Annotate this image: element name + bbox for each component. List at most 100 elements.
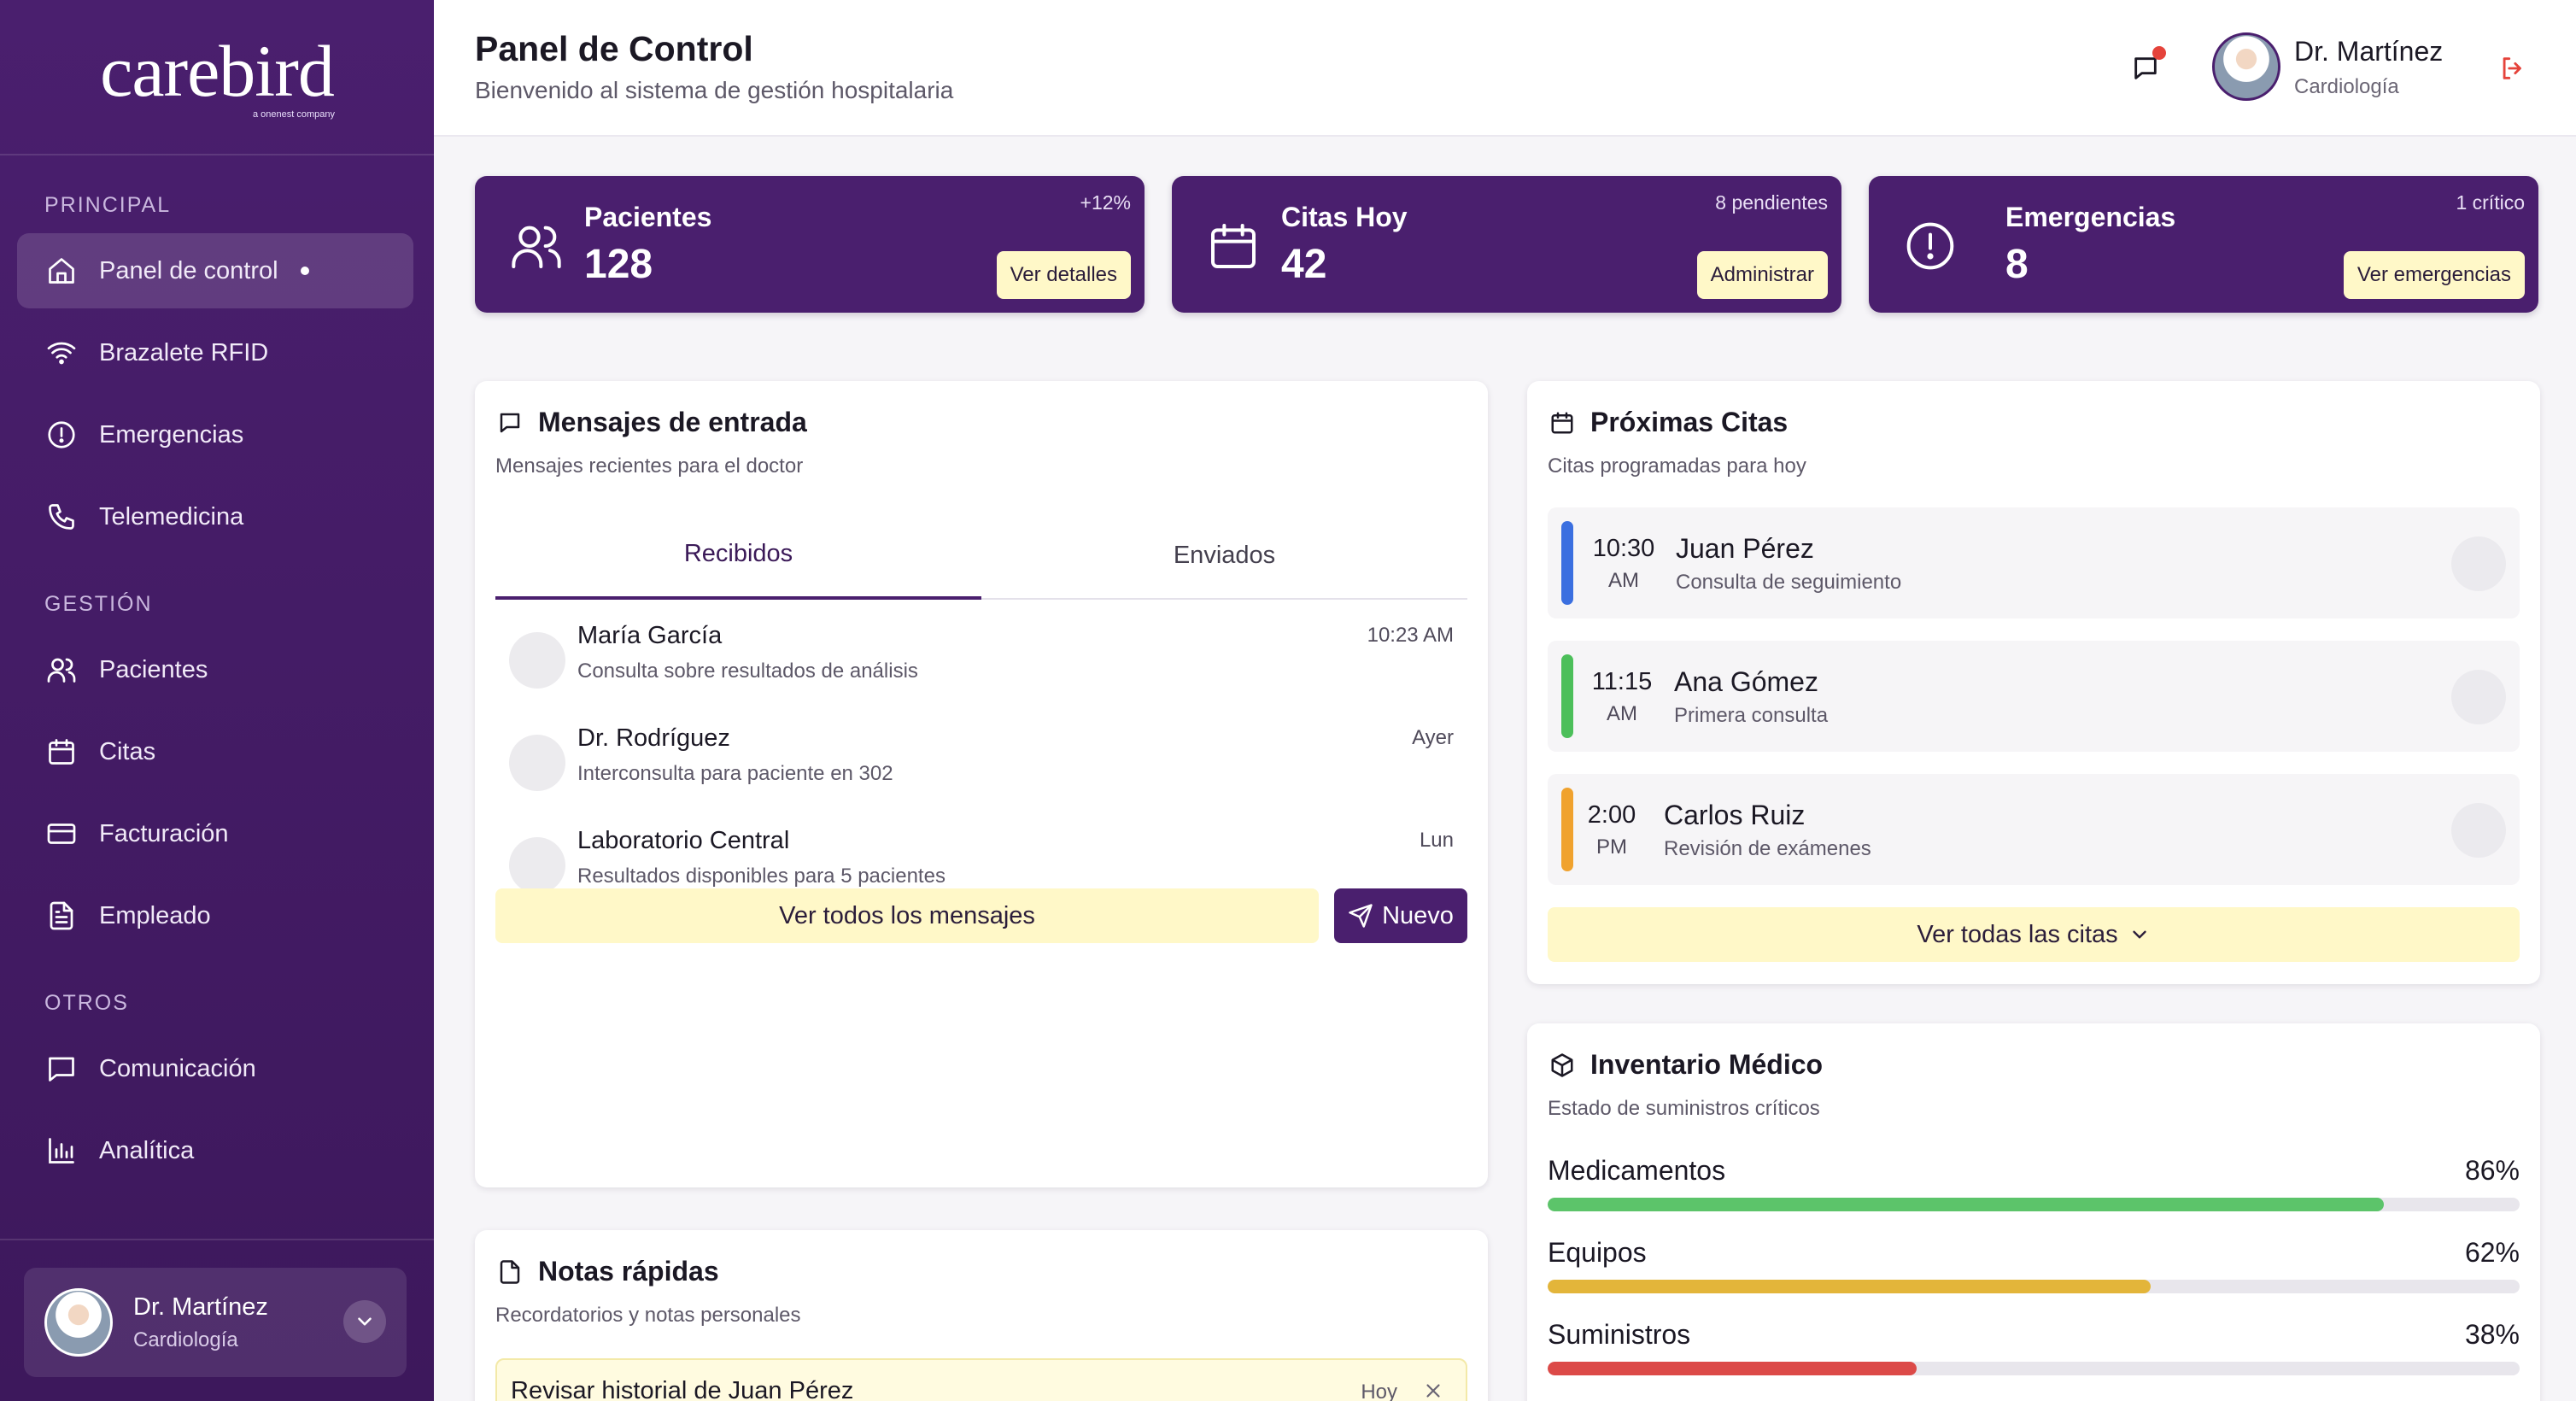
message-preview: Resultados disponibles para 5 pacientes [577, 865, 946, 888]
appointment-color-bar [1561, 788, 1573, 871]
package-icon [1548, 1051, 1577, 1080]
sidebar-item-empleado[interactable]: Empleado [17, 878, 413, 953]
sidebar-item-emergencias[interactable]: Emergencias [17, 397, 413, 472]
message-time: Lun [1419, 829, 1454, 852]
messages-panel: Mensajes de entrada Mensajes recientes p… [475, 381, 1488, 1187]
inventory-progress-fill [1548, 1280, 2151, 1293]
wifi-icon [44, 336, 79, 370]
message-square-icon [495, 408, 524, 437]
sidebar-item-label: Comunicación [99, 1054, 256, 1082]
notification-dot [2152, 46, 2166, 60]
avatar [509, 632, 565, 689]
message-item[interactable]: Laboratorio Central Resultados disponibl… [495, 813, 1467, 907]
inventory-progress-fill [1548, 1362, 1917, 1375]
sidebar-item-brazalete-rfid[interactable]: Brazalete RFID [17, 315, 413, 390]
message-preview: Consulta sobre resultados de análisis [577, 659, 918, 683]
inventory-label: Equipos [1548, 1237, 1647, 1268]
sidebar-item-panel-de-control[interactable]: Panel de control [17, 233, 413, 308]
stat-card-pacientes: Pacientes 128 +12% Ver detalles [475, 176, 1145, 313]
appointment-action-button[interactable] [2451, 670, 2506, 724]
sidebar-item-label: Analítica [99, 1136, 195, 1164]
appointment-color-bar [1561, 654, 1573, 738]
messages-tabs: Recibidos Enviados [495, 511, 1467, 600]
users-icon [44, 653, 79, 687]
appointment-item[interactable]: 11:15 AM Ana Gómez Primera consulta [1548, 641, 2520, 752]
view-all-messages-button[interactable]: Ver todos los mensajes [495, 888, 1319, 943]
stat-value: 8 [2005, 242, 2029, 287]
inventory-progress-track [1548, 1280, 2520, 1293]
stat-card-emergencias: Emergencias 8 1 crítico Ver emergencias [1869, 176, 2538, 313]
stat-badge: +12% [1080, 191, 1131, 214]
new-message-button[interactable]: Nuevo [1334, 888, 1467, 943]
inventory-label: Suministros [1548, 1319, 1691, 1350]
inventory-progress-track [1548, 1198, 2520, 1211]
avatar [44, 1288, 113, 1357]
message-item[interactable]: María García Consulta sobre resultados d… [495, 608, 1467, 702]
message-sender: Laboratorio Central [577, 827, 790, 854]
message-item[interactable]: Dr. Rodríguez Interconsulta para pacient… [495, 711, 1467, 805]
sidebar: carebird a onenest company PRINCIPAL Pan… [0, 0, 434, 1401]
sidebar-user-role: Cardiología [133, 1328, 238, 1351]
sidebar-user-name: Dr. Martínez [133, 1293, 268, 1321]
page-subtitle: Bienvenido al sistema de gestión hospita… [475, 77, 954, 103]
note-item[interactable]: Revisar historial de Juan Pérez Hoy [495, 1358, 1467, 1401]
appointment-item[interactable]: 10:30 AM Juan Pérez Consulta de seguimie… [1548, 507, 2520, 618]
sidebar-item-analitica[interactable]: Analítica [17, 1113, 413, 1188]
ver-emergencias-button[interactable]: Ver emergencias [2343, 251, 2525, 299]
appointment-item[interactable]: 2:00 PM Carlos Ruiz Revisión de exámenes [1548, 774, 2520, 885]
appointment-action-button[interactable] [2451, 536, 2506, 591]
panel-subtitle: Mensajes recientes para el doctor [495, 454, 804, 478]
stat-value: 128 [584, 242, 653, 287]
tab-enviados[interactable]: Enviados [1173, 541, 1276, 569]
avatar[interactable] [2212, 32, 2280, 101]
message-sender: María García [577, 622, 723, 649]
stat-value: 42 [1281, 242, 1327, 287]
inventory-progress-track [1548, 1362, 2520, 1375]
sidebar-user-card[interactable]: Dr. Martínez Cardiología [24, 1268, 407, 1377]
administrar-button[interactable]: Administrar [1696, 251, 1828, 299]
panel-subtitle: Citas programadas para hoy [1548, 454, 1806, 478]
sidebar-item-pacientes[interactable]: Pacientes [17, 632, 413, 707]
chevron-down-icon [2132, 930, 2146, 939]
brand-tagline: a onenest company [252, 109, 335, 120]
inventory-percent: 62% [2464, 1237, 2520, 1268]
panel-title: Inventario Médico [1590, 1049, 1824, 1080]
alert-circle-icon [1906, 222, 1954, 270]
file-text-icon [44, 899, 79, 933]
panel-subtitle: Recordatorios y notas personales [495, 1304, 801, 1327]
message-time: 10:23 AM [1367, 624, 1454, 647]
panel-subtitle: Estado de suministros críticos [1548, 1097, 1820, 1120]
logout-button[interactable] [2492, 48, 2533, 89]
active-indicator [300, 267, 309, 275]
messages-button[interactable] [2125, 46, 2166, 89]
credit-card-icon [44, 817, 79, 851]
sidebar-item-comunicacion[interactable]: Comunicación [17, 1031, 413, 1106]
view-all-appointments-button[interactable]: Ver todas las citas [1548, 907, 2520, 962]
appointment-time: 10:30 [1592, 535, 1655, 562]
stat-badge: 1 crítico [2456, 191, 2525, 214]
home-icon [44, 254, 79, 288]
appointment-patient: Carlos Ruiz [1664, 800, 1806, 830]
appointment-desc: Primera consulta [1674, 704, 1829, 727]
close-icon[interactable] [1418, 1375, 1449, 1401]
inventory-percent: 38% [2464, 1319, 2520, 1350]
avatar [509, 837, 565, 894]
ver-detalles-button[interactable]: Ver detalles [996, 251, 1131, 299]
calendar-icon [44, 735, 79, 769]
sidebar-section-gestion: GESTIÓN [44, 592, 153, 616]
sidebar-item-citas[interactable]: Citas [17, 714, 413, 789]
appointment-action-button[interactable] [2451, 803, 2506, 858]
tab-recibidos[interactable]: Recibidos [495, 511, 981, 600]
sidebar-item-telemedicina[interactable]: Telemedicina [17, 479, 413, 554]
sidebar-item-facturacion[interactable]: Facturación [17, 796, 413, 871]
file-icon [495, 1257, 524, 1287]
appointment-color-bar [1561, 521, 1573, 605]
chevron-down-icon[interactable] [343, 1300, 386, 1343]
stat-card-citas-hoy: Citas Hoy 42 8 pendientes Administrar [1172, 176, 1841, 313]
users-icon [512, 226, 561, 268]
brand-logo[interactable]: carebird a onenest company [0, 0, 434, 155]
avatar [509, 735, 565, 791]
logout-icon [2503, 57, 2521, 79]
appointments-panel: Próximas Citas Citas programadas para ho… [1527, 381, 2540, 984]
phone-icon [44, 500, 79, 534]
